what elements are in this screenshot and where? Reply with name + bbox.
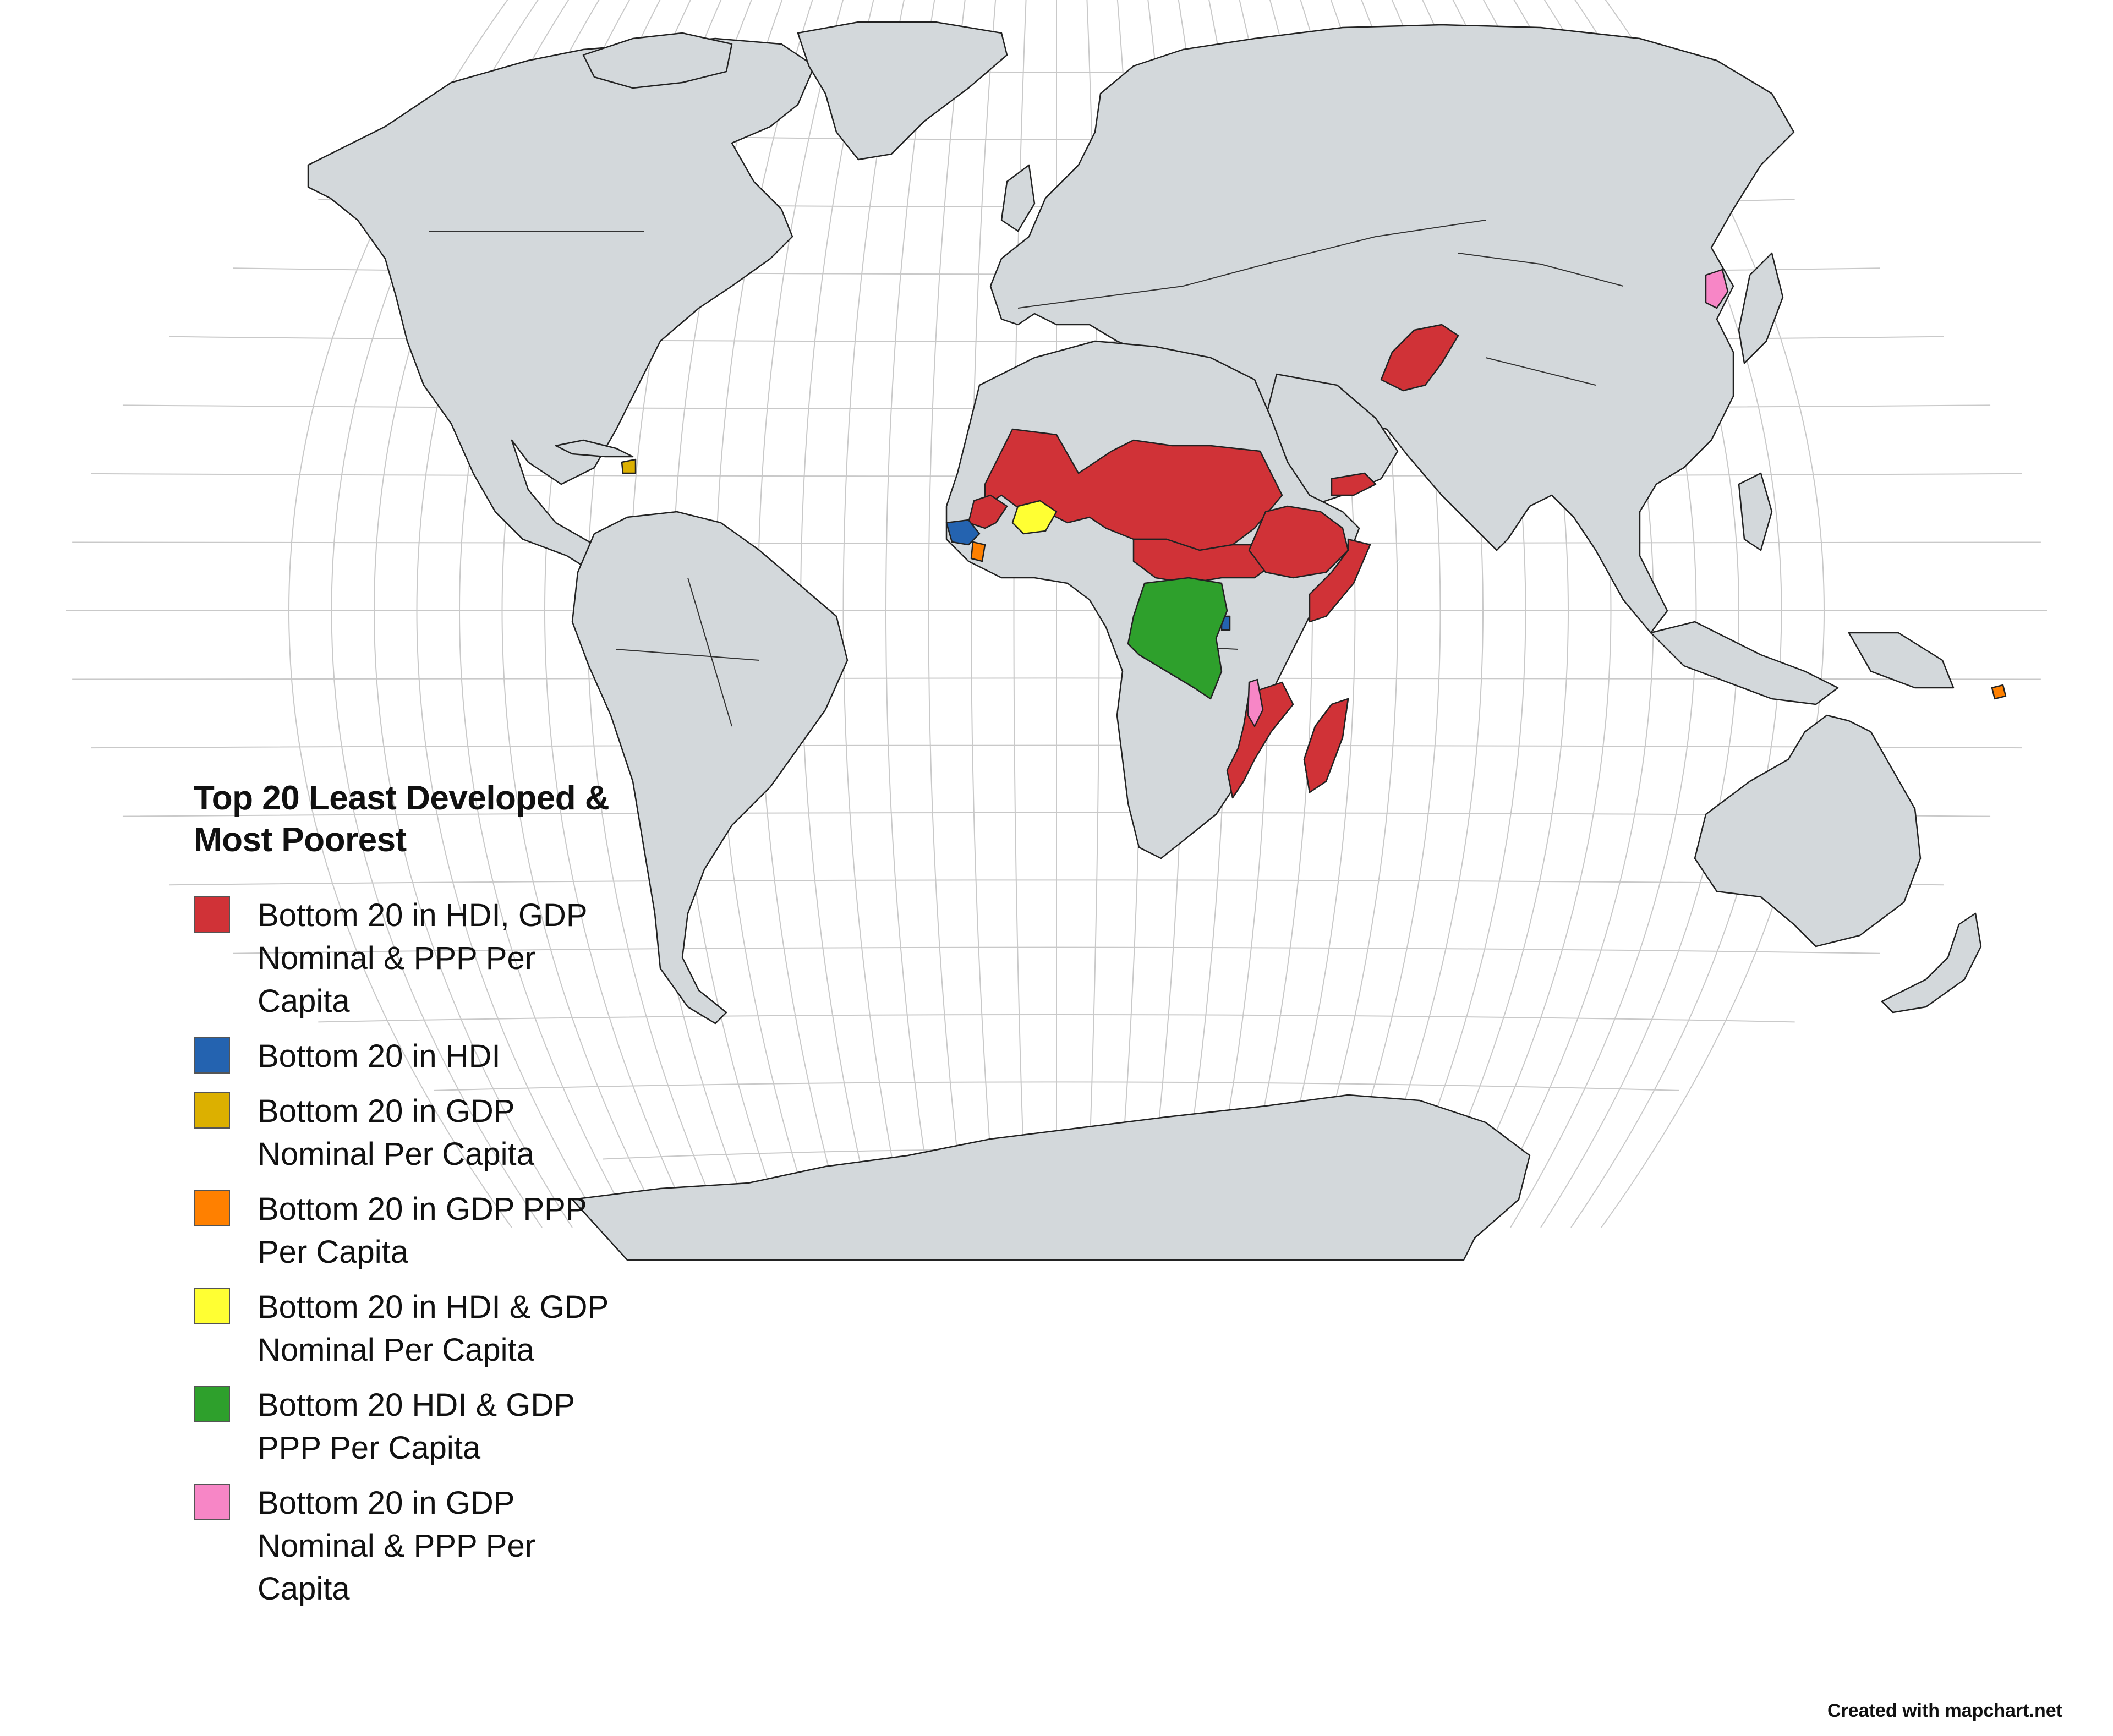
arctic-islands <box>582 32 733 89</box>
region-sierra-leone <box>945 519 981 546</box>
region-liberia <box>970 541 986 562</box>
legend-label: Bottom 20 in GDP PPP Per Capita <box>258 1191 587 1270</box>
legend-label: Bottom 20 in HDI <box>258 1038 501 1074</box>
legend: Top 20 Least Developed & Most Poorest Bo… <box>194 777 634 1623</box>
legend-item: Bottom 20 HDI & GDP PPP Per Capita <box>194 1384 634 1470</box>
graticule-meridian <box>971 0 997 1228</box>
region-somalia <box>1309 538 1371 623</box>
legend-label: Bottom 20 in GDP Nominal & PPP Per Capit… <box>258 1485 536 1607</box>
region-north-korea <box>1705 269 1729 309</box>
graticule-meridian <box>885 0 936 1228</box>
new-zealand <box>1881 912 1982 1014</box>
legend-swatch <box>194 1484 230 1520</box>
graticule-meridian <box>842 0 906 1228</box>
legend-item: Bottom 20 in HDI & GDP Nominal Per Capit… <box>194 1286 634 1372</box>
region-solomon-islands <box>1991 684 2007 700</box>
antarctica <box>571 1094 1531 1261</box>
legend-item: Bottom 20 in GDP Nominal & PPP Per Capit… <box>194 1482 634 1611</box>
legend-label: Bottom 20 in GDP Nominal Per Capita <box>258 1093 534 1172</box>
legend-item: Bottom 20 in GDP PPP Per Capita <box>194 1188 634 1274</box>
region-afghanistan <box>1380 324 1459 392</box>
graticule-meridian <box>928 0 966 1228</box>
highlighted-countries <box>621 269 2007 799</box>
legend-item: Bottom 20 in HDI, GDP Nominal & PPP Per … <box>194 894 634 1023</box>
legend-swatch <box>194 1037 230 1074</box>
south-america <box>571 511 849 1025</box>
north-america <box>307 37 815 584</box>
legend-items: Bottom 20 in HDI, GDP Nominal & PPP Per … <box>194 894 634 1611</box>
legend-swatch <box>194 1386 230 1422</box>
region-yemen <box>1331 472 1377 496</box>
legend-swatch <box>194 1190 230 1226</box>
legend-item: Bottom 20 in HDI <box>194 1035 634 1078</box>
legend-label: Bottom 20 in HDI, GDP Nominal & PPP Per … <box>258 897 587 1019</box>
cuba <box>555 439 634 458</box>
new-guinea <box>1848 632 1955 689</box>
british-isles <box>1000 164 1036 232</box>
legend-title: Top 20 Least Developed & Most Poorest <box>194 779 610 859</box>
region-ethiopia <box>1248 505 1349 579</box>
maritime-southeast-asia <box>1650 621 1839 705</box>
legend-swatch <box>194 896 230 933</box>
region-malawi <box>1247 678 1264 727</box>
mapchart-credit: Created with mapchart.net <box>1827 1700 2062 1721</box>
country-borders <box>429 220 1624 727</box>
region-haiti <box>621 458 637 474</box>
legend-item: Bottom 20 in GDP Nominal Per Capita <box>194 1090 634 1176</box>
legend-label: Bottom 20 in HDI & GDP Nominal Per Capit… <box>258 1289 609 1368</box>
philippines <box>1738 472 1773 551</box>
japan <box>1738 252 1784 364</box>
australia <box>1694 714 1922 948</box>
legend-swatch <box>194 1092 230 1129</box>
legend-label: Bottom 20 HDI & GDP PPP Per Capita <box>258 1387 574 1466</box>
region-mozambique <box>1226 681 1294 799</box>
greenland <box>797 21 1008 161</box>
region-madagascar <box>1303 698 1349 793</box>
region-burkina-faso <box>1011 500 1058 535</box>
region-dr-congo <box>1127 577 1228 700</box>
legend-swatch <box>194 1288 230 1324</box>
